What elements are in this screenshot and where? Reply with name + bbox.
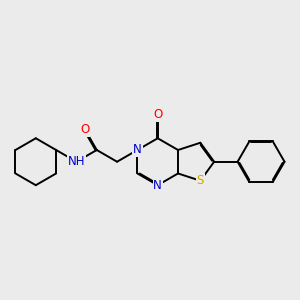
Text: O: O [153, 108, 162, 121]
Text: N: N [133, 143, 142, 157]
Text: O: O [80, 123, 90, 136]
Text: NH: NH [68, 155, 85, 168]
Text: S: S [197, 174, 204, 187]
Text: N: N [153, 179, 162, 192]
